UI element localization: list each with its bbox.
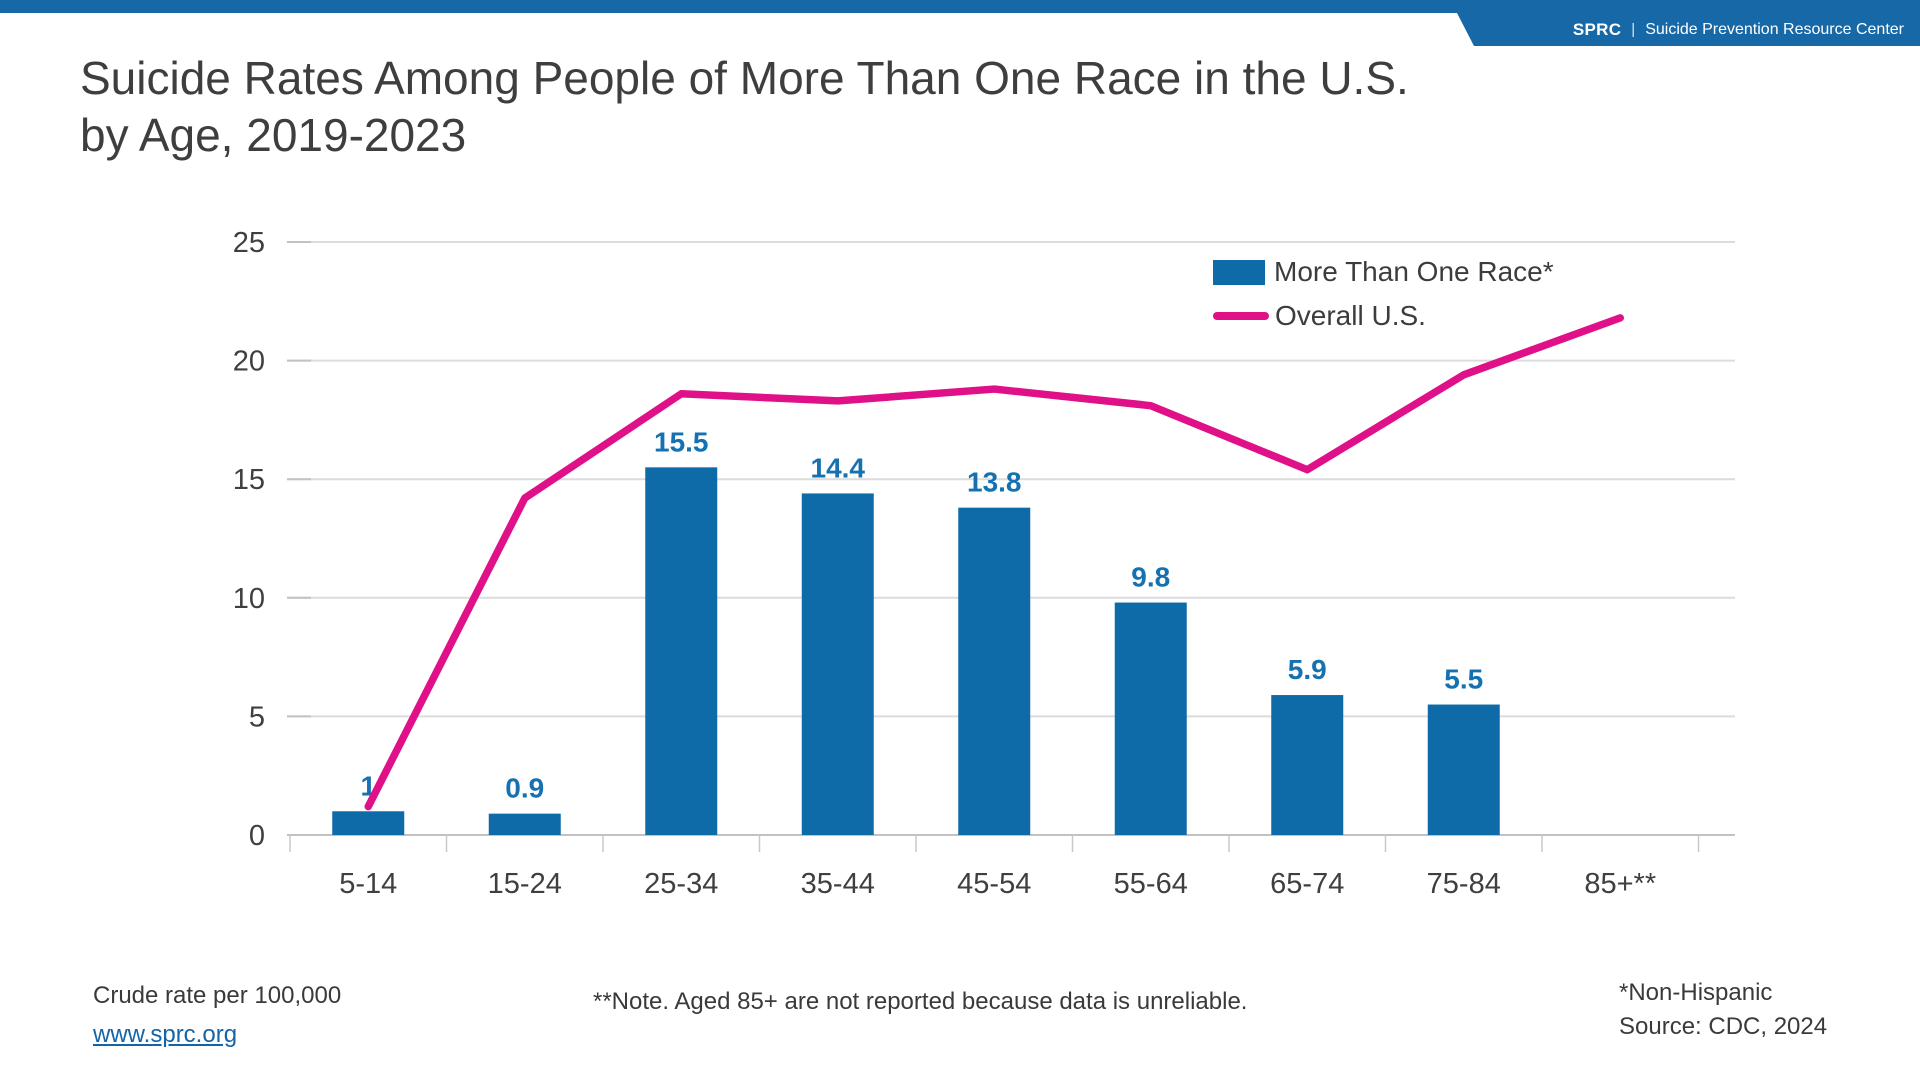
header-banner-ribbon: SPRC | Suicide Prevention Resource Cente… (1457, 13, 1920, 46)
footnote-85plus: **Note. Aged 85+ are not reported becaus… (593, 988, 1248, 1015)
bar-value-label: 0.9 (505, 773, 544, 804)
bar (1271, 695, 1344, 835)
sprc-link[interactable]: www.sprc.org (93, 1021, 238, 1048)
page-title-line1: Suicide Rates Among People of More Than … (80, 52, 1409, 104)
org-wordmark: SPRC | Suicide Prevention Resource Cente… (1573, 20, 1904, 40)
bar-value-label: 5.9 (1288, 654, 1327, 685)
x-axis-label: 25-34 (644, 868, 718, 900)
bar (332, 811, 405, 835)
footer-left: Crude rate per 100,000 www.sprc.org (93, 982, 341, 1049)
legend-label: More Than One Race* (1274, 256, 1554, 287)
brand-separator: | (1631, 21, 1636, 38)
source-note: Source: CDC, 2024 (1619, 1013, 1828, 1040)
bar-value-label: 13.8 (967, 467, 1022, 498)
x-axis-label: 75-84 (1427, 868, 1501, 900)
x-axis-label: 15-24 (488, 868, 562, 900)
chart-legend: More Than One Race* Overall U.S. (1213, 250, 1554, 338)
x-axis-label: 35-44 (801, 868, 875, 900)
page-title: Suicide Rates Among People of More Than … (80, 50, 1580, 164)
x-axis-label: 85+** (1584, 868, 1656, 900)
header-banner-strip (0, 0, 1920, 13)
overall-us-line (364, 314, 1624, 811)
bar-value-label: 14.4 (811, 452, 866, 483)
line-series-swatch (1213, 312, 1269, 320)
rate-note: Crude rate per 100,000 (93, 982, 342, 1009)
page-title-line2: by Age, 2019-2023 (80, 109, 467, 161)
bar (958, 507, 1031, 835)
y-axis-label: 5 (249, 701, 265, 733)
y-axis-label: 15 (233, 464, 265, 496)
legend-label: Overall U.S. (1275, 300, 1426, 331)
y-axis-label: 25 (233, 227, 265, 259)
brand-acronym: SPRC (1572, 19, 1622, 39)
non-hispanic-note: *Non-Hispanic (1619, 979, 1773, 1006)
bar-value-label: 9.8 (1131, 562, 1170, 593)
bar (1114, 602, 1187, 835)
bar-series-swatch (1213, 259, 1265, 285)
bar (1427, 704, 1500, 835)
y-axis-label: 20 (233, 346, 265, 378)
x-axis-label: 55-64 (1114, 868, 1188, 900)
bar (488, 813, 561, 835)
x-axis-label: 5-14 (339, 868, 397, 900)
footer-right: *Non-Hispanic Source: CDC, 2024 (1619, 976, 1827, 1044)
bar (801, 493, 874, 835)
legend-item-line: Overall U.S. (1213, 294, 1554, 338)
legend-item-bars: More Than One Race* (1213, 250, 1554, 294)
bar-value-label: 15.5 (654, 426, 709, 457)
org-name: Suicide Prevention Resource Center (1645, 20, 1904, 38)
bar-value-label: 5.5 (1444, 664, 1483, 695)
y-axis-label: 10 (233, 583, 265, 615)
bar (645, 467, 718, 835)
x-axis-label: 65-74 (1270, 868, 1344, 900)
x-axis-label: 45-54 (957, 868, 1031, 900)
y-axis-label: 0 (249, 820, 265, 852)
